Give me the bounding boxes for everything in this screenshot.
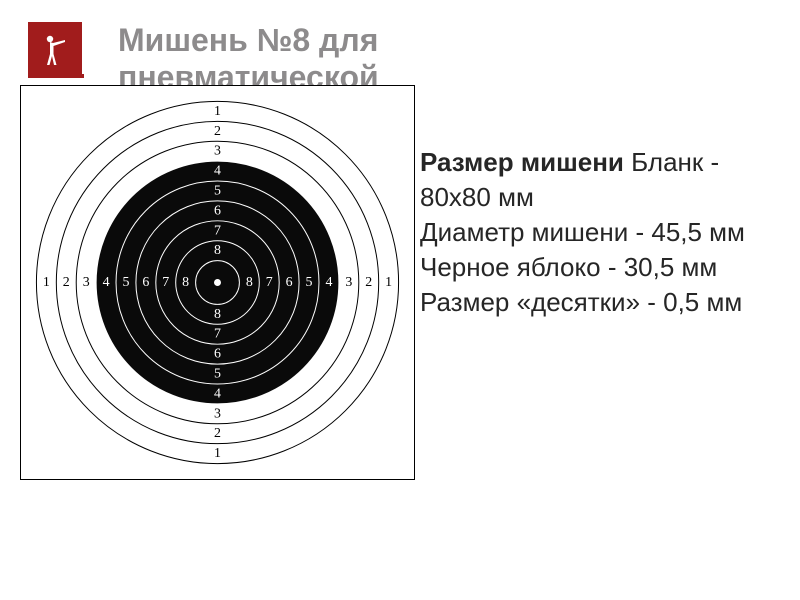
svg-text:6: 6 bbox=[214, 203, 221, 218]
svg-text:2: 2 bbox=[63, 275, 70, 290]
svg-text:6: 6 bbox=[142, 275, 149, 290]
svg-text:2: 2 bbox=[214, 124, 221, 139]
svg-text:3: 3 bbox=[214, 144, 221, 159]
svg-text:5: 5 bbox=[214, 367, 221, 382]
svg-text:3: 3 bbox=[83, 275, 90, 290]
svg-text:3: 3 bbox=[214, 406, 221, 421]
specs-panel: Размер мишени Бланк - 80х80 мм Диаметр м… bbox=[420, 145, 770, 320]
svg-text:1: 1 bbox=[214, 104, 221, 119]
svg-text:8: 8 bbox=[246, 275, 253, 290]
svg-text:4: 4 bbox=[214, 386, 221, 401]
title-line1: Мишень №8 для bbox=[118, 22, 378, 58]
svg-text:7: 7 bbox=[214, 327, 221, 342]
svg-text:6: 6 bbox=[286, 275, 293, 290]
target-diagram: 11112222333344445555666677778888 bbox=[20, 85, 415, 480]
svg-text:1: 1 bbox=[214, 446, 221, 461]
svg-text:2: 2 bbox=[214, 426, 221, 441]
svg-text:3: 3 bbox=[345, 275, 352, 290]
specs-diameter: Диаметр мишени - 45,5 мм bbox=[420, 217, 745, 247]
svg-text:8: 8 bbox=[214, 243, 221, 258]
specs-ten-ring: Размер «десятки» - 0,5 мм bbox=[420, 287, 742, 317]
specs-heading: Размер мишени bbox=[420, 147, 624, 177]
svg-text:1: 1 bbox=[385, 275, 392, 290]
svg-text:7: 7 bbox=[214, 223, 221, 238]
svg-text:5: 5 bbox=[122, 275, 129, 290]
svg-text:7: 7 bbox=[266, 275, 273, 290]
svg-text:5: 5 bbox=[214, 183, 221, 198]
svg-text:6: 6 bbox=[214, 347, 221, 362]
svg-text:5: 5 bbox=[306, 275, 313, 290]
svg-text:4: 4 bbox=[214, 164, 221, 179]
svg-text:7: 7 bbox=[162, 275, 169, 290]
header-icon-box bbox=[28, 22, 82, 76]
svg-text:4: 4 bbox=[103, 275, 110, 290]
svg-text:2: 2 bbox=[365, 275, 372, 290]
svg-text:8: 8 bbox=[182, 275, 189, 290]
svg-text:1: 1 bbox=[43, 275, 50, 290]
svg-text:8: 8 bbox=[214, 307, 221, 322]
specs-black-bull: Черное яблоко - 30,5 мм bbox=[420, 252, 717, 282]
title-underline bbox=[28, 74, 84, 78]
shooter-icon bbox=[35, 29, 75, 69]
svg-text:4: 4 bbox=[325, 275, 332, 290]
